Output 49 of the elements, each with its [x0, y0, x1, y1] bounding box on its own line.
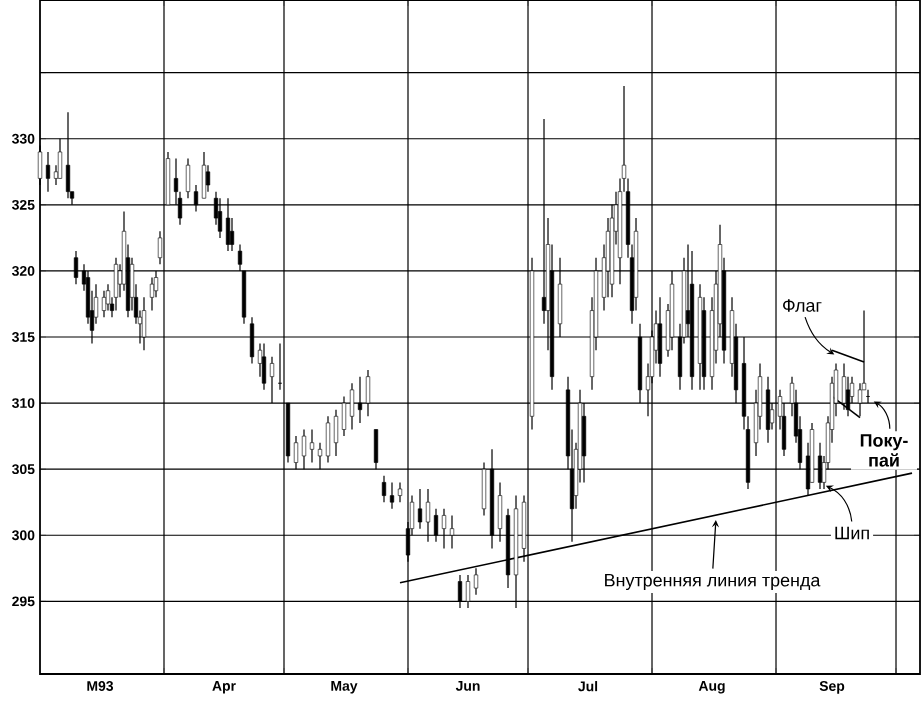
candlestick	[765, 376, 771, 444]
candlestick	[141, 296, 147, 351]
candlestick	[381, 475, 387, 503]
candlestick	[225, 197, 231, 252]
candlestick	[301, 428, 307, 470]
candlestick	[45, 151, 51, 193]
candlestick	[333, 409, 339, 457]
candlestick	[497, 481, 503, 543]
annotation: Поку-пай	[860, 434, 908, 467]
candlestick	[193, 184, 199, 213]
candlestick	[373, 428, 379, 470]
candlestick	[269, 356, 275, 404]
candlestick	[449, 514, 455, 550]
candlestick	[185, 157, 191, 199]
candlestick	[101, 290, 107, 318]
candlestick	[205, 164, 211, 193]
candlestick	[441, 508, 447, 550]
candlestick	[113, 257, 119, 312]
candlestick	[217, 197, 223, 239]
candlestick	[657, 296, 663, 378]
candlestick	[249, 316, 255, 365]
candlestick	[557, 257, 563, 338]
candlestick	[357, 376, 363, 424]
candlestick	[397, 481, 403, 503]
candlestick	[433, 508, 439, 543]
candlestick	[481, 461, 487, 517]
annotation: Флаг	[783, 299, 822, 312]
candlestick	[293, 435, 299, 470]
candlestick	[317, 442, 323, 470]
candlestick	[417, 488, 423, 530]
candlestick	[349, 382, 355, 431]
candlestick	[425, 488, 431, 543]
candlestick	[261, 343, 267, 391]
candlestick	[57, 138, 63, 180]
candlestick	[389, 481, 395, 510]
candlestick	[521, 494, 527, 563]
candlestick	[341, 395, 347, 437]
candlestick	[325, 415, 331, 464]
candlestick	[309, 428, 315, 464]
annotation: Шип	[835, 526, 869, 540]
candlestick	[277, 343, 283, 391]
candlestick	[365, 369, 371, 417]
candlestick	[65, 111, 71, 199]
candlestick	[149, 276, 155, 312]
candlestick	[201, 151, 207, 199]
candlestick	[73, 250, 79, 285]
candlestick	[865, 389, 871, 404]
annotation: Внутренняя линия тренда	[605, 574, 821, 591]
candlestick	[105, 283, 111, 312]
